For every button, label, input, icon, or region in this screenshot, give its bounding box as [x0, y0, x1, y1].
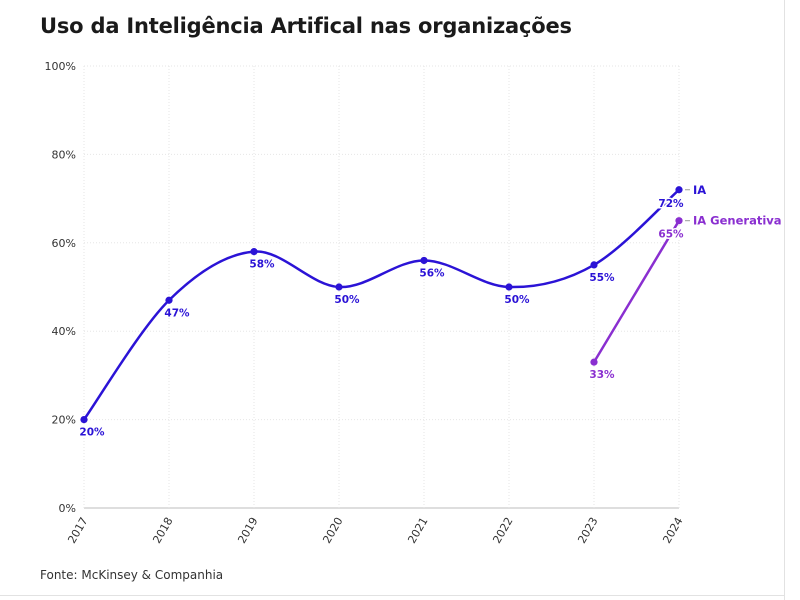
data-label-ia-generativa: 33%	[589, 369, 615, 381]
data-label-ia: 58%	[249, 259, 275, 271]
series-line-ia-generativa	[592, 219, 681, 364]
y-tick-label: 60%	[52, 237, 76, 250]
grid-layer	[83, 65, 680, 509]
data-label-ia: 47%	[164, 307, 190, 319]
series-layer	[80, 186, 683, 424]
x-tick-label: 2021	[405, 515, 430, 546]
frame-border-bottom	[0, 595, 785, 596]
source-note: Fonte: McKinsey & Companhia	[40, 568, 224, 582]
data-point-ia	[505, 283, 513, 291]
y-tick-label: 100%	[45, 60, 76, 73]
y-tick-label: 80%	[52, 148, 76, 161]
data-point-ia	[250, 248, 258, 256]
data-point-ia-generativa	[675, 217, 683, 225]
y-tick-label: 40%	[52, 325, 76, 338]
series-line-ia	[82, 188, 681, 421]
data-point-ia	[420, 256, 428, 265]
x-tick-label: 2018	[150, 515, 175, 546]
data-label-ia: 72%	[658, 198, 684, 210]
series-label-ia-generativa: IA Generativa	[693, 214, 782, 228]
data-label-ia: 56%	[419, 267, 445, 279]
series-label-ia: IA	[693, 183, 706, 197]
data-label-ia-generativa: 65%	[658, 229, 684, 241]
data-label-ia: 50%	[504, 294, 530, 306]
label-layer: 20% 47% 58% 50% 56% 50% 55% 72% IA 33% 65% IA Gener…	[78, 183, 782, 440]
data-label-ia: 20%	[79, 427, 105, 439]
data-point-ia	[80, 416, 88, 424]
x-tick-label: 2024	[660, 515, 685, 546]
data-label-ia: 55%	[589, 272, 615, 284]
x-tick-label: 2022	[490, 515, 515, 546]
y-tick-label: 0%	[59, 502, 76, 515]
axis-layer: 0% 20% 40% 60% 80% 100% 2017 2018 2019 2020 2021 20…	[45, 60, 686, 546]
x-tick-label: 2017	[65, 515, 90, 546]
chart-title: Uso da Inteligência Artifical nas organi…	[40, 14, 572, 38]
x-tick-label: 2020	[320, 515, 345, 546]
frame-border-right	[784, 0, 785, 600]
data-point-ia	[335, 283, 343, 291]
data-label-ia: 50%	[334, 294, 360, 306]
data-point-ia	[165, 296, 173, 304]
data-point-ia	[675, 186, 683, 194]
data-point-ia-generativa	[590, 358, 598, 366]
x-tick-label: 2023	[575, 515, 600, 546]
y-tick-label: 20%	[52, 414, 76, 427]
data-point-ia	[590, 261, 598, 269]
x-tick-label: 2019	[235, 515, 260, 546]
